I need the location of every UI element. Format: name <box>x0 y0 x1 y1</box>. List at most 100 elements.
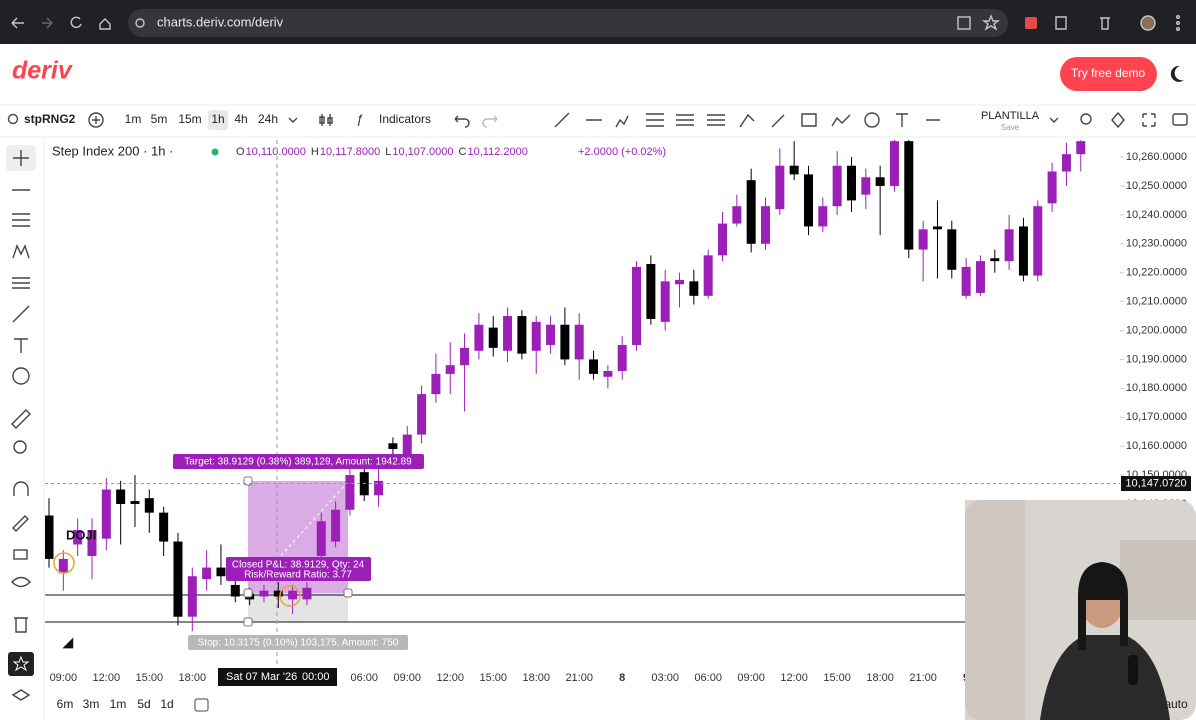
y-tick-label: 10,240.0000 <box>1126 209 1187 221</box>
favorites-bg[interactable] <box>8 652 34 676</box>
candle-body <box>101 489 111 539</box>
candle-body <box>961 266 971 296</box>
last-price-box <box>1121 476 1191 492</box>
menu[interactable] <box>1175 14 1180 19</box>
template-chevron[interactable] <box>1049 117 1059 123</box>
template-name[interactable]: PLANTILLA <box>981 110 1040 122</box>
candle-body <box>302 587 312 600</box>
x-tick-label: 09:00 <box>393 672 421 684</box>
scale-mode[interactable]: auto <box>1164 697 1188 711</box>
interval-button[interactable]: 24h <box>258 112 278 126</box>
add-symbol[interactable] <box>88 112 104 128</box>
ohlc-key: O <box>236 146 245 158</box>
drag-handle[interactable] <box>343 588 353 598</box>
template-save[interactable]: Save <box>1001 123 1020 132</box>
extensions[interactable] <box>1055 16 1067 30</box>
candle-body <box>1018 226 1028 276</box>
ray-tool[interactable] <box>12 305 30 323</box>
ohlc-value: 10,112.2000 <box>467 146 527 158</box>
candle-body <box>803 174 813 227</box>
x-tick-label: 15:00 <box>136 672 164 684</box>
tool-circle[interactable] <box>864 112 880 128</box>
rr-label: Risk/Reward Ratio: 3.77 <box>244 570 352 581</box>
lock-tool[interactable] <box>13 549 28 560</box>
indicators-button[interactable]: Indicators <box>379 112 431 126</box>
interval-button[interactable]: 1h <box>211 112 224 126</box>
candle-body <box>130 501 140 504</box>
settings[interactable] <box>1111 111 1125 129</box>
trash-ext[interactable] <box>1100 17 1110 30</box>
drag-handle[interactable] <box>243 588 253 598</box>
drag-handle[interactable] <box>243 476 253 486</box>
magnet-tool[interactable] <box>13 481 29 496</box>
pattern-tool[interactable] <box>12 244 30 259</box>
cta-label[interactable]: Try free demo <box>1071 66 1146 80</box>
fullscreen[interactable] <box>1142 113 1156 127</box>
interval-button[interactable]: 4h <box>234 112 247 126</box>
emoji-tool[interactable] <box>12 367 30 385</box>
cta-button[interactable] <box>1060 57 1157 91</box>
interval-active-bg <box>208 110 228 130</box>
webcam-mic <box>1128 655 1138 685</box>
screenshot[interactable] <box>1172 113 1188 126</box>
text-tool[interactable] <box>14 338 28 353</box>
drawing-tools[interactable] <box>554 112 851 128</box>
bookmark[interactable] <box>981 14 1001 31</box>
site-info[interactable] <box>135 18 145 28</box>
menu-dot <box>1175 27 1180 32</box>
interval-button[interactable]: 1m <box>125 112 142 126</box>
interval-button[interactable]: 5m <box>151 112 168 126</box>
interval-button[interactable]: 15m <box>178 112 201 126</box>
webcam-shelf <box>1120 540 1196 620</box>
interval-chevron[interactable] <box>288 117 298 123</box>
search[interactable] <box>7 113 19 125</box>
symbol[interactable]: stpRNG2 <box>24 112 76 126</box>
zoom[interactable] <box>1080 113 1092 125</box>
fib-tool[interactable] <box>12 213 30 227</box>
tool-text[interactable] <box>896 113 940 127</box>
theme-toggle[interactable] <box>1170 65 1184 82</box>
draw-mode[interactable] <box>12 515 29 532</box>
candle-body <box>402 434 412 461</box>
candle-body <box>474 324 484 351</box>
range-button[interactable]: 1d <box>160 697 173 711</box>
candle-body <box>990 258 1000 262</box>
candle-body <box>875 177 885 186</box>
back[interactable] <box>11 17 24 29</box>
delete-tool[interactable] <box>14 617 28 633</box>
ohlc-key: H <box>311 146 319 158</box>
logo[interactable]: deriv <box>12 57 74 85</box>
candle-body <box>861 177 871 195</box>
layers-icon[interactable] <box>11 689 31 701</box>
channel-tool[interactable] <box>12 277 30 289</box>
translate[interactable] <box>957 16 971 30</box>
candle-body <box>73 529 83 545</box>
range-button[interactable]: 5d <box>137 697 150 711</box>
candle-body <box>116 489 126 504</box>
candle-body <box>345 475 355 510</box>
visibility-tool[interactable] <box>11 576 31 588</box>
drag-handle[interactable] <box>243 617 253 627</box>
candle-body <box>58 558 68 574</box>
forward[interactable] <box>42 17 53 29</box>
candle-body <box>431 373 441 395</box>
calendar-icon[interactable] <box>194 698 209 712</box>
extension-icon[interactable] <box>1025 17 1037 29</box>
range-button[interactable]: 3m <box>83 697 100 711</box>
address-bar[interactable] <box>128 9 1008 37</box>
zoom-tool[interactable] <box>13 440 27 454</box>
crosshair-tool[interactable] <box>13 150 29 166</box>
range-button[interactable]: 6m <box>57 697 74 711</box>
home[interactable] <box>99 18 111 30</box>
profile[interactable] <box>1140 15 1156 31</box>
chart-type[interactable] <box>319 114 333 126</box>
reload[interactable] <box>70 16 82 29</box>
ruler-tool[interactable] <box>11 409 31 429</box>
x-tick-label: 12:00 <box>436 672 464 684</box>
redo[interactable] <box>482 115 498 128</box>
candle-body <box>732 206 742 224</box>
webcam-wall <box>965 500 1025 720</box>
range-button[interactable]: 1m <box>110 697 127 711</box>
undo[interactable] <box>454 115 470 128</box>
